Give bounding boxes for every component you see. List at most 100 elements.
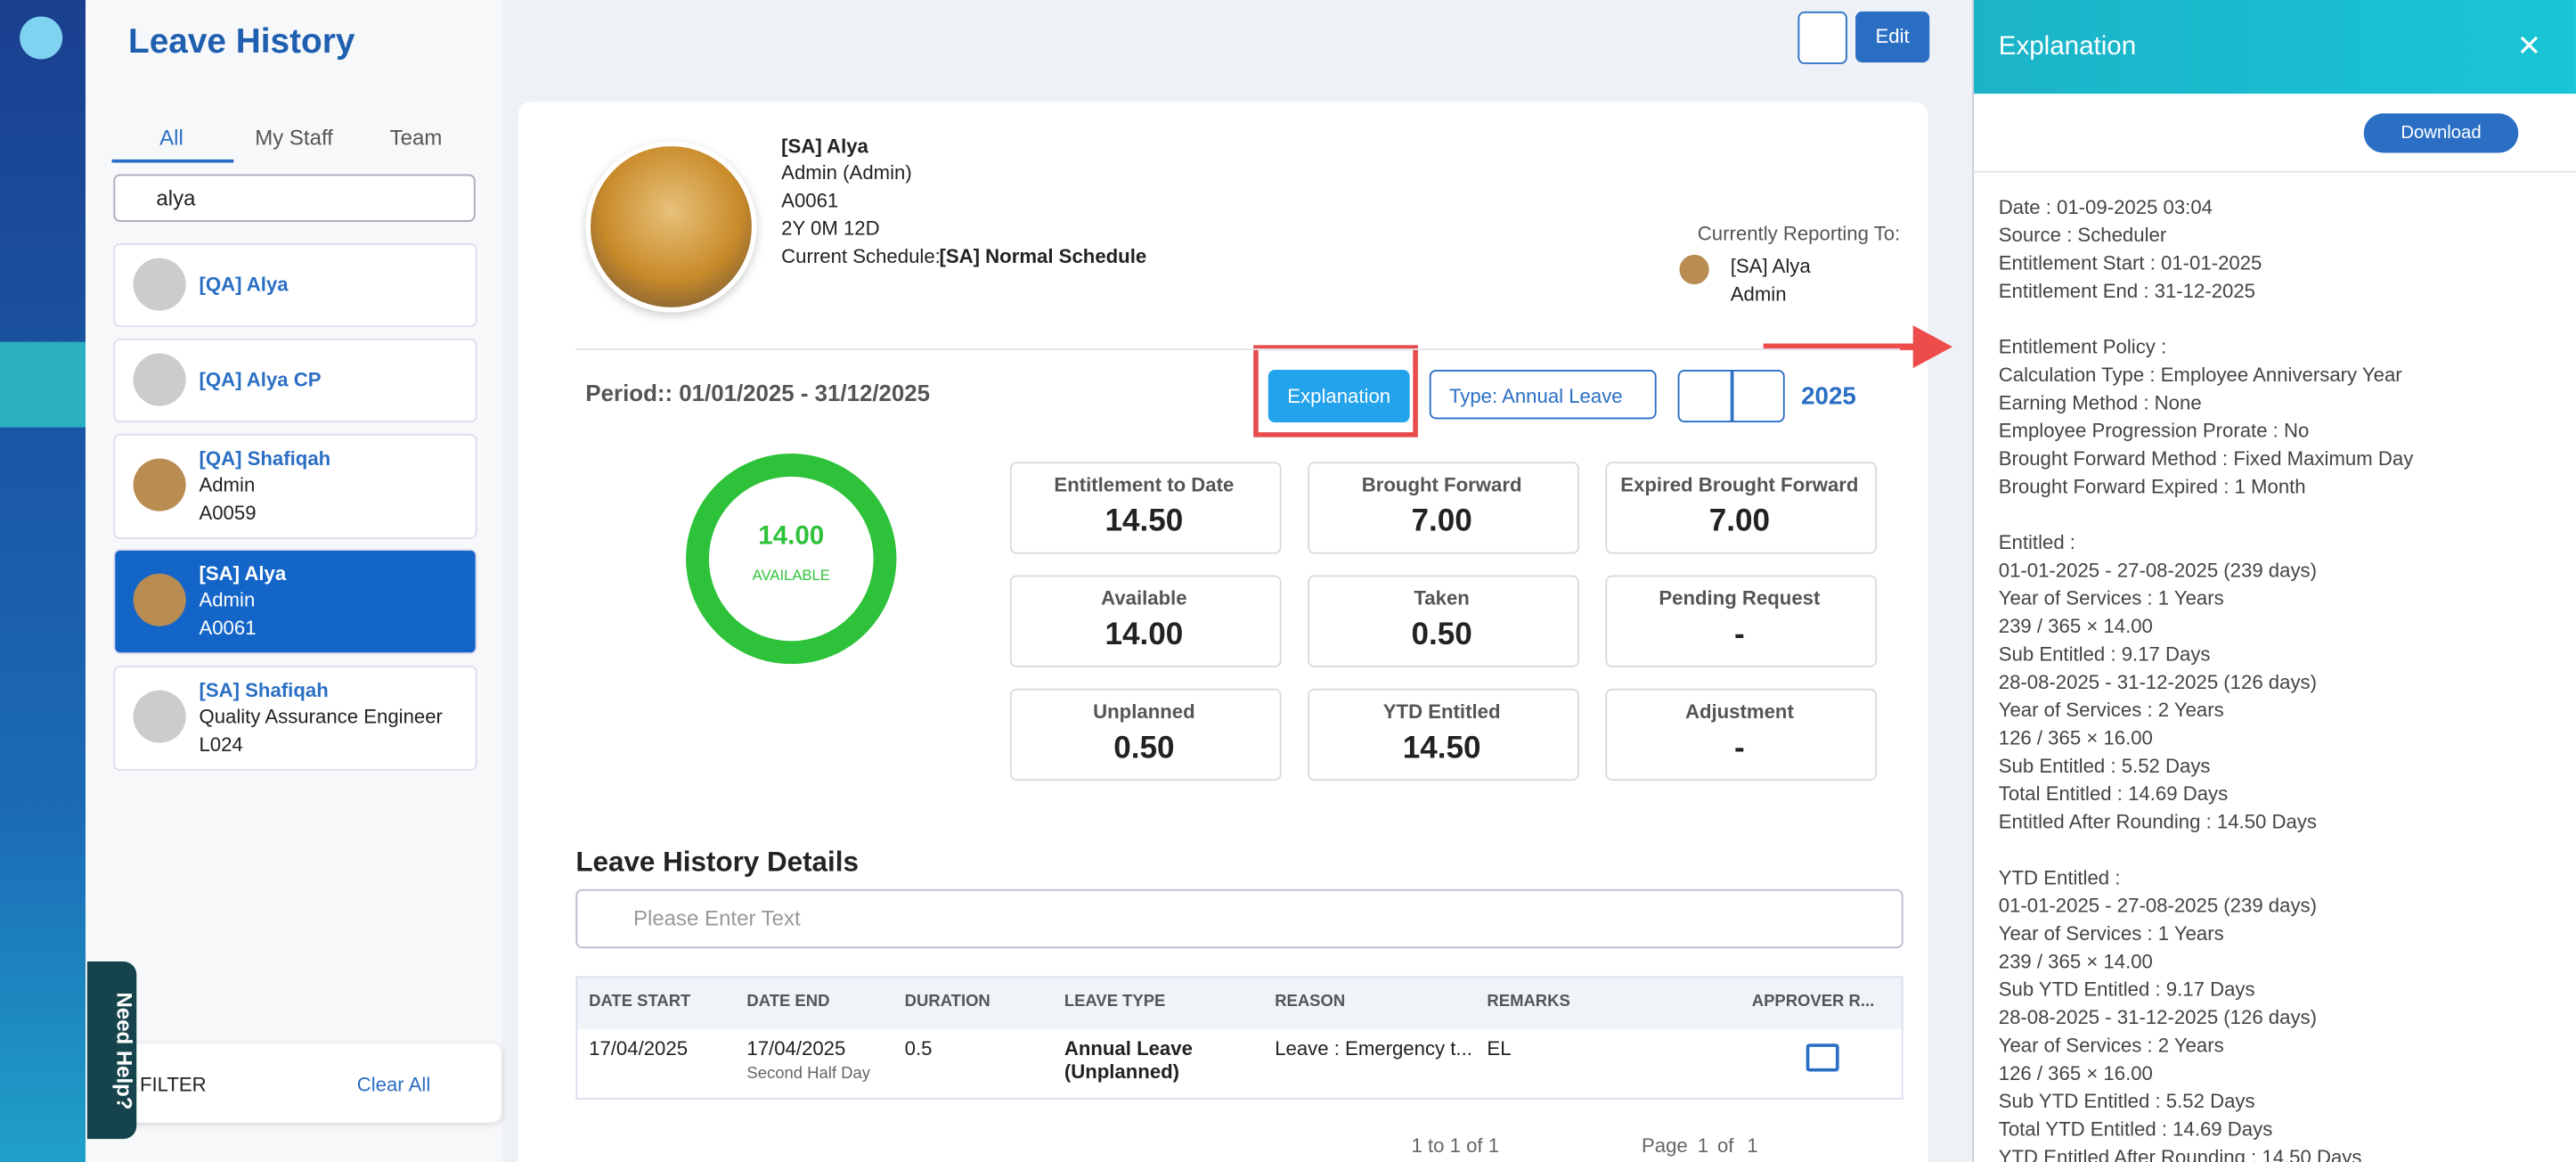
prev-button[interactable] xyxy=(1677,369,1734,423)
tab[interactable]: All xyxy=(159,125,183,150)
explanation-line: Sub Entitled : 5.52 Days xyxy=(1998,754,2211,778)
stat-value: - xyxy=(1734,618,1745,653)
details-search[interactable] xyxy=(575,888,1903,949)
explanation-line: Sub Entitled : 9.17 Days xyxy=(1998,642,2211,666)
column-header: DATE START xyxy=(589,993,691,1011)
stat-label: Unplanned xyxy=(1093,700,1195,724)
staff-name: [QA] Alya CP xyxy=(199,368,322,391)
arrow-shaft xyxy=(1763,343,1920,350)
need-help-text[interactable]: Need Help? xyxy=(112,992,137,1110)
stat-label: Expired Brought Forward xyxy=(1620,473,1859,497)
explanation-line: YTD Entitled : xyxy=(1998,865,2121,889)
tab[interactable]: My Staff xyxy=(255,125,333,150)
staff-name: [QA] Alya xyxy=(199,273,289,296)
pagination-page_label: Page xyxy=(1642,1133,1688,1158)
column-header: APPROVER R... xyxy=(1751,993,1875,1011)
staff-role: Admin xyxy=(199,588,256,612)
page-title: Leave History xyxy=(128,22,355,61)
staff-avatar xyxy=(133,573,186,626)
pagination-total: 1 xyxy=(1747,1133,1758,1158)
staff-role: Admin xyxy=(199,473,256,497)
explanation-line: Brought Forward Expired : 1 Month xyxy=(1998,475,2306,498)
approver-icon[interactable] xyxy=(1806,1043,1839,1072)
logo xyxy=(20,16,63,60)
stat-card xyxy=(1009,462,1282,554)
explanation-line: Brought Forward Method : Fixed Maximum D… xyxy=(1998,446,2414,471)
explanation-line: Entitled After Rounding : 14.50 Days xyxy=(1998,810,2317,834)
highlight-box xyxy=(1253,345,1418,438)
cell: Annual Leave (Unplanned) xyxy=(1064,1036,1193,1084)
reporting-label: Currently Reporting To: xyxy=(1697,221,1901,245)
more-button[interactable] xyxy=(1797,11,1847,64)
edit-button[interactable]: Edit xyxy=(1855,11,1930,63)
staff-avatar xyxy=(133,352,186,405)
column-header: DURATION xyxy=(904,993,990,1011)
column-header: REMARKS xyxy=(1487,993,1570,1011)
staff-id: A0059 xyxy=(199,501,257,525)
stat-label: Adjustment xyxy=(1684,700,1794,724)
profile-tenure: 2Y 0M 12D xyxy=(781,217,880,241)
explanation-line: 126 / 365 × 16.00 xyxy=(1998,726,2153,750)
divider xyxy=(575,348,1900,350)
column-header: REASON xyxy=(1275,993,1346,1011)
explanation-line: 239 / 365 × 14.00 xyxy=(1998,950,2153,973)
explanation-line: Year of Services : 2 Years xyxy=(1998,698,2224,722)
stat-label: Taken xyxy=(1414,586,1470,610)
explanation-line: Year of Services : 2 Years xyxy=(1998,1034,2224,1057)
sidebar xyxy=(0,0,86,1162)
search-text[interactable]: alya xyxy=(156,185,196,211)
search-box xyxy=(113,174,476,222)
pagination-of: of xyxy=(1716,1133,1734,1158)
panel-title: Explanation xyxy=(1998,32,2137,61)
stat-value: 0.50 xyxy=(1113,731,1175,766)
pagination-range: 1 to 1 of 1 xyxy=(1411,1133,1500,1158)
stat-label: Brought Forward xyxy=(1361,473,1522,497)
explanation-line: Entitlement Policy : xyxy=(1998,335,2167,359)
explanation-line: Year of Services : 1 Years xyxy=(1998,586,2224,610)
stat-value: 14.50 xyxy=(1402,731,1481,766)
table-row xyxy=(575,1028,1903,1100)
stat-value: 0.50 xyxy=(1411,618,1472,653)
explanation-line: 28-08-2025 - 31-12-2025 (126 days) xyxy=(1998,1005,2318,1029)
stat-card xyxy=(1605,688,1878,781)
explanation-line: Entitlement Start : 01-01-2025 xyxy=(1998,251,2262,275)
stat-card xyxy=(1308,462,1579,554)
profile-name: [SA] Alya xyxy=(781,135,868,159)
stat-card xyxy=(1308,688,1579,781)
stat-card xyxy=(1308,575,1579,667)
explanation-line: Entitlement End : 31-12-2025 xyxy=(1998,279,2256,303)
type-dropdown[interactable]: Type: Annual Leave xyxy=(1429,369,1657,420)
staff-name: [SA] Alya xyxy=(199,561,287,585)
cell: 0.5 xyxy=(904,1036,933,1060)
panel-divider xyxy=(1974,170,2576,173)
stat-value: 14.00 xyxy=(1105,618,1184,653)
explanation-button[interactable]: Explanation xyxy=(1268,369,1410,423)
explanation-line: Sub YTD Entitled : 9.17 Days xyxy=(1998,978,2255,1002)
reporting-role: Admin xyxy=(1730,282,1787,307)
year[interactable]: 2025 xyxy=(1801,382,1856,412)
need-help[interactable] xyxy=(86,961,137,1140)
stat-value: 7.00 xyxy=(1708,504,1771,539)
search-placeholder: Please Enter Text xyxy=(632,905,801,930)
stat-card xyxy=(1605,575,1878,667)
profile-role: Admin (Admin) xyxy=(781,160,912,184)
tab[interactable]: Team xyxy=(389,125,443,150)
next-button[interactable] xyxy=(1730,369,1785,423)
staff-name: [QA] Shafiqah xyxy=(199,446,331,471)
cell-note: Second Half Day xyxy=(746,1065,870,1084)
filter-label: FILTER xyxy=(139,1073,207,1097)
download-button[interactable]: Download xyxy=(2363,113,2519,153)
explanation-line: 28-08-2025 - 31-12-2025 (126 days) xyxy=(1998,670,2318,694)
close-button[interactable]: ✕ xyxy=(2516,29,2542,63)
clear-all[interactable]: Clear All xyxy=(356,1073,431,1097)
explanation-line: Sub YTD Entitled : 5.52 Days xyxy=(1998,1089,2255,1113)
stat-label: Entitlement to Date xyxy=(1054,473,1235,497)
active-nav xyxy=(0,341,86,428)
stat-card xyxy=(1605,462,1878,554)
reporting-avatar xyxy=(1679,254,1709,285)
tab-underline xyxy=(111,159,234,163)
staff-avatar xyxy=(133,690,186,743)
schedule-label: Current Schedule: xyxy=(781,244,941,268)
